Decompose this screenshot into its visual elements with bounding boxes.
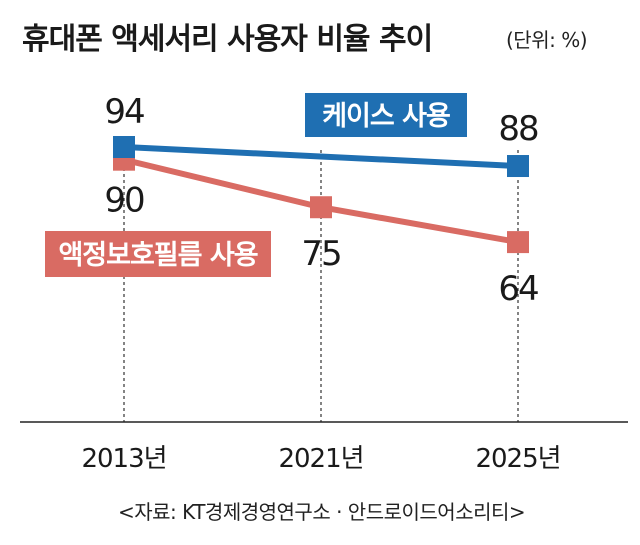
data-label: 75 bbox=[301, 234, 340, 274]
data-point-marker bbox=[507, 155, 529, 178]
data-point-marker bbox=[310, 196, 332, 219]
x-axis: 2013년 2021년 2025년 bbox=[20, 421, 628, 474]
unit-note: (단위: %) bbox=[506, 28, 588, 52]
data-point-marker bbox=[113, 136, 135, 158]
value-labels: 94 88 90 75 64 bbox=[104, 92, 540, 309]
legend-label: 액정보호필름 사용 bbox=[58, 240, 257, 271]
x-tick-label: 2025년 bbox=[475, 444, 560, 474]
data-label: 64 bbox=[498, 269, 538, 309]
data-label: 94 bbox=[104, 92, 144, 132]
grid-layer bbox=[123, 150, 519, 422]
x-tick-label: 2021년 bbox=[278, 444, 363, 474]
source-note: <자료: KT경제경영연구소 · 안드로이드어소리티> bbox=[118, 500, 526, 524]
data-point-marker bbox=[507, 231, 529, 254]
data-label: 88 bbox=[498, 109, 538, 149]
data-label: 90 bbox=[104, 181, 144, 221]
series-line bbox=[123, 144, 519, 170]
chart-title: 휴대폰 액세서리 사용자 비율 추이 bbox=[22, 22, 433, 57]
legend-label: 케이스 사용 bbox=[322, 101, 450, 132]
legend-badge bbox=[305, 93, 467, 137]
legend-badge bbox=[45, 231, 271, 277]
series-layer bbox=[113, 136, 529, 254]
x-tick-label: 2013년 bbox=[81, 444, 166, 474]
